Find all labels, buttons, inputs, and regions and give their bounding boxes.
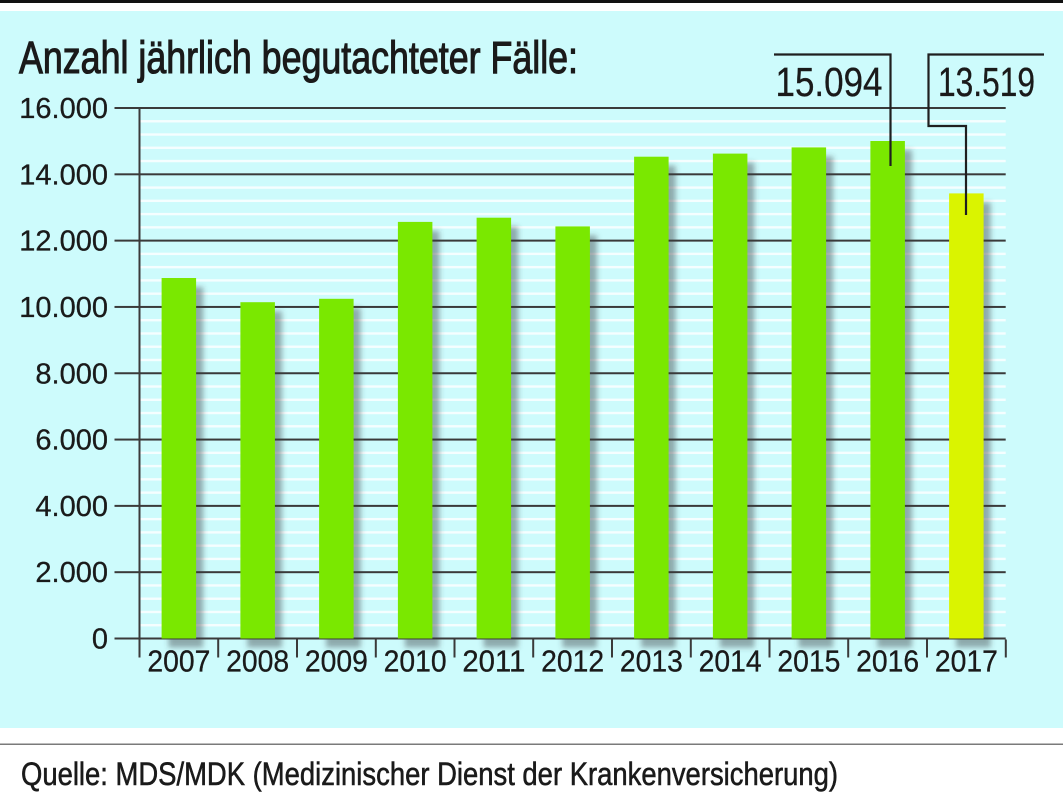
svg-text:2008: 2008 <box>226 644 289 679</box>
svg-text:10.000: 10.000 <box>19 292 108 324</box>
svg-text:4.000: 4.000 <box>35 491 108 523</box>
svg-text:6.000: 6.000 <box>35 425 108 457</box>
svg-text:2015: 2015 <box>777 644 840 679</box>
svg-text:14.000: 14.000 <box>19 159 108 191</box>
svg-text:2007: 2007 <box>147 644 210 679</box>
svg-text:16.000: 16.000 <box>19 93 108 125</box>
svg-text:2013: 2013 <box>620 644 683 679</box>
svg-text:2.000: 2.000 <box>35 557 108 589</box>
svg-text:2012: 2012 <box>541 644 604 679</box>
svg-text:13.519: 13.519 <box>938 59 1035 105</box>
svg-text:2014: 2014 <box>699 644 762 679</box>
svg-text:12.000: 12.000 <box>19 226 108 258</box>
svg-text:2009: 2009 <box>305 644 368 679</box>
svg-text:15.094: 15.094 <box>776 59 883 105</box>
svg-text:0: 0 <box>92 624 108 656</box>
svg-text:2016: 2016 <box>856 644 919 679</box>
svg-text:Anzahl jährlich begutachteter: Anzahl jährlich begutachteter Fälle: <box>19 32 578 83</box>
svg-text:2017: 2017 <box>935 644 998 679</box>
svg-text:Quelle: MDS/MDK (Medizinischer: Quelle: MDS/MDK (Medizinischer Dienst de… <box>21 756 838 792</box>
svg-text:2010: 2010 <box>384 644 447 679</box>
svg-text:8.000: 8.000 <box>35 358 108 390</box>
svg-text:2011: 2011 <box>462 644 525 679</box>
